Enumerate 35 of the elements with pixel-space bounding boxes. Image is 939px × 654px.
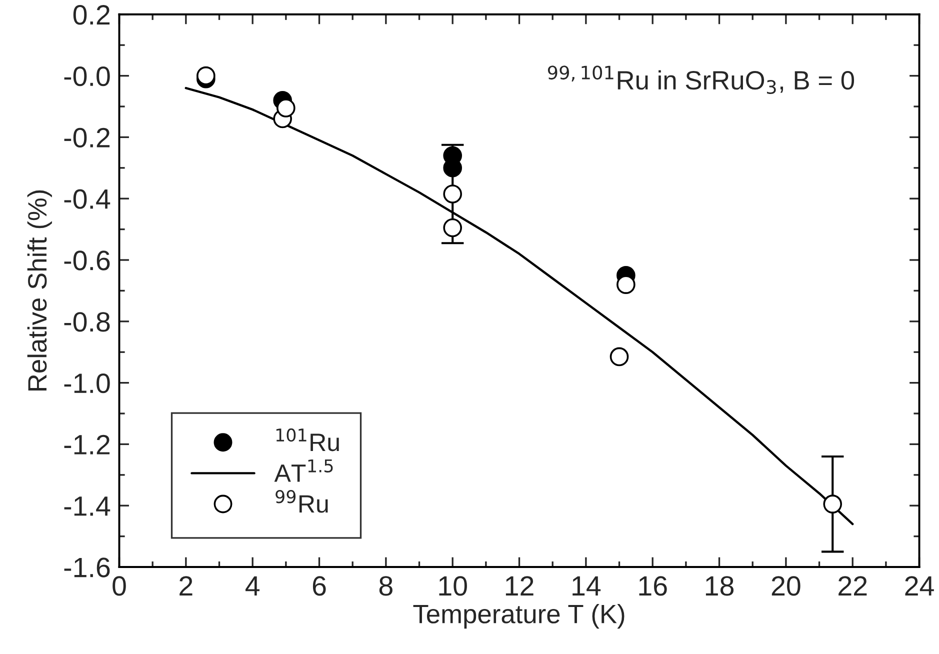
y-axis-title: Relative Shift (%) bbox=[27, 190, 52, 390]
y-tick-label: 0.2 bbox=[73, 5, 110, 25]
x-tick-label: 8 bbox=[379, 576, 392, 596]
x-tick-label: 16 bbox=[639, 576, 667, 596]
x-axis-title: Temperature T (K) bbox=[413, 604, 624, 629]
x-tick-label: 2 bbox=[180, 576, 192, 596]
y-tick-label: -1.4 bbox=[64, 496, 110, 516]
y-tick-label: -0.4 bbox=[64, 189, 110, 209]
y-tick-label: -1.2 bbox=[64, 434, 110, 454]
annotation: $^{99,101}$Ru in SrRuO$_{3}$, B = 0 bbox=[548, 66, 854, 94]
x-tick-label: 22 bbox=[838, 576, 867, 596]
y-tick-label: -0.6 bbox=[64, 250, 110, 270]
legend-label: $^{101}$Ru bbox=[276, 428, 339, 452]
x-tick-label: 20 bbox=[772, 576, 800, 596]
y-tick-label: -0.2 bbox=[64, 128, 110, 148]
x-tick-label: 18 bbox=[706, 576, 734, 596]
y-tick-label: -0.0 bbox=[64, 66, 110, 86]
y-tick-label: -0.8 bbox=[64, 312, 110, 332]
legend-label: AT$^{1.5}$ bbox=[274, 459, 333, 482]
point bbox=[196, 66, 216, 86]
x-tick-label: 14 bbox=[572, 576, 601, 596]
legend-label: $^{99}$Ru bbox=[276, 490, 328, 513]
point bbox=[823, 494, 842, 514]
point bbox=[276, 98, 296, 118]
y-tick-label: -1.6 bbox=[64, 558, 110, 578]
x-tick-label: 6 bbox=[312, 576, 326, 596]
point bbox=[443, 184, 462, 204]
x-tick-label: 10 bbox=[439, 576, 467, 596]
x-tick-label: 24 bbox=[905, 576, 934, 596]
x-tick-label: 0 bbox=[112, 576, 126, 596]
y-tick-label: -1.0 bbox=[64, 373, 110, 394]
point bbox=[616, 275, 636, 294]
x-tick-label: 12 bbox=[506, 576, 534, 596]
x-tick-label: 4 bbox=[246, 576, 260, 596]
point bbox=[443, 218, 462, 238]
